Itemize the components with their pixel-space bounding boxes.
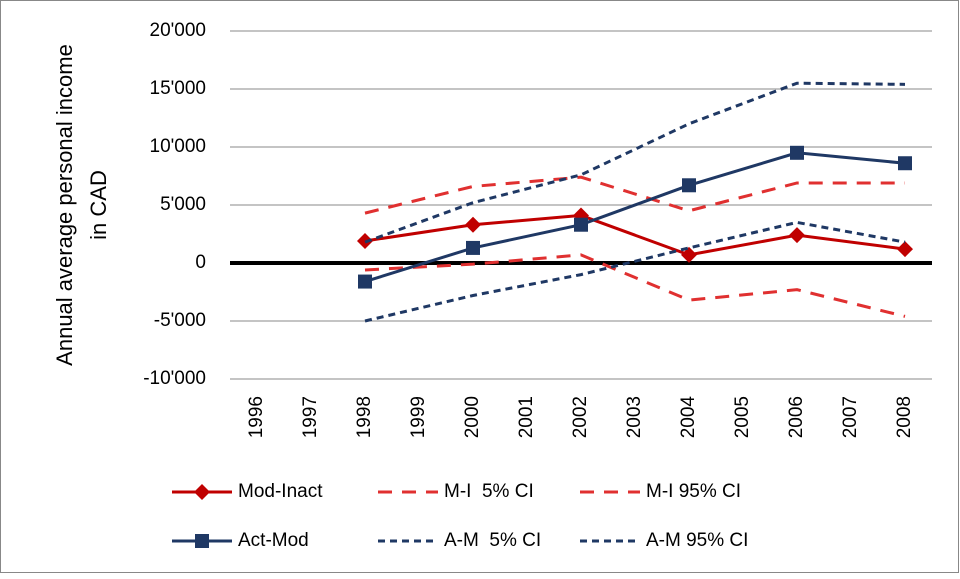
point-marker bbox=[574, 217, 588, 232]
y-tick-label: 15'000 bbox=[150, 78, 206, 99]
point-marker bbox=[465, 216, 481, 233]
y-tick-label: -10'000 bbox=[143, 368, 206, 389]
series-line bbox=[364, 175, 905, 215]
y-tick-label: 5'000 bbox=[160, 194, 206, 215]
legend-marker bbox=[195, 534, 209, 548]
x-tick-label: 2003 bbox=[624, 396, 645, 438]
legend-label: A-M 95% CI bbox=[646, 530, 748, 551]
x-tick-label: 2006 bbox=[786, 396, 807, 438]
x-tick-label: 2005 bbox=[732, 396, 753, 438]
x-tick-label: 2004 bbox=[678, 396, 699, 439]
y-axis-label: Annual average personal income bbox=[52, 44, 77, 366]
point-marker bbox=[789, 227, 805, 244]
series-line bbox=[364, 253, 906, 318]
x-tick-label: 1996 bbox=[246, 396, 267, 438]
series-line bbox=[364, 220, 906, 323]
legend-label: M-I 95% CI bbox=[646, 481, 741, 502]
x-tick-label: 2001 bbox=[516, 396, 537, 438]
y-tick-label: 0 bbox=[195, 252, 206, 273]
legend-label: Mod-Inact bbox=[238, 481, 323, 502]
x-tick-label: 2008 bbox=[894, 396, 915, 438]
legend-label: M-I 5% CI bbox=[444, 481, 534, 502]
point-marker bbox=[358, 274, 372, 289]
x-tick-label: 1999 bbox=[408, 396, 429, 438]
y-axis-label: in CAD bbox=[86, 170, 111, 240]
y-tick-label: -5'000 bbox=[154, 310, 206, 331]
point-marker bbox=[790, 145, 804, 160]
x-tick-label: 2000 bbox=[462, 396, 483, 438]
x-tick-label: 2007 bbox=[840, 396, 861, 438]
point-marker bbox=[466, 240, 480, 255]
series-line bbox=[364, 213, 906, 257]
legend-label: A-M 5% CI bbox=[444, 530, 541, 551]
y-tick-label: 20'000 bbox=[150, 20, 206, 41]
x-tick-label: 1997 bbox=[300, 396, 321, 438]
point-marker bbox=[681, 246, 697, 263]
legend-label: Act-Mod bbox=[238, 530, 309, 551]
point-marker bbox=[682, 178, 696, 193]
point-marker bbox=[897, 241, 913, 258]
y-tick-label: 10'000 bbox=[150, 136, 206, 157]
x-tick-label: 1998 bbox=[354, 396, 375, 438]
legend-marker bbox=[194, 484, 210, 500]
x-tick-label: 2002 bbox=[570, 396, 591, 438]
point-marker bbox=[898, 156, 912, 171]
series-line bbox=[364, 151, 906, 283]
